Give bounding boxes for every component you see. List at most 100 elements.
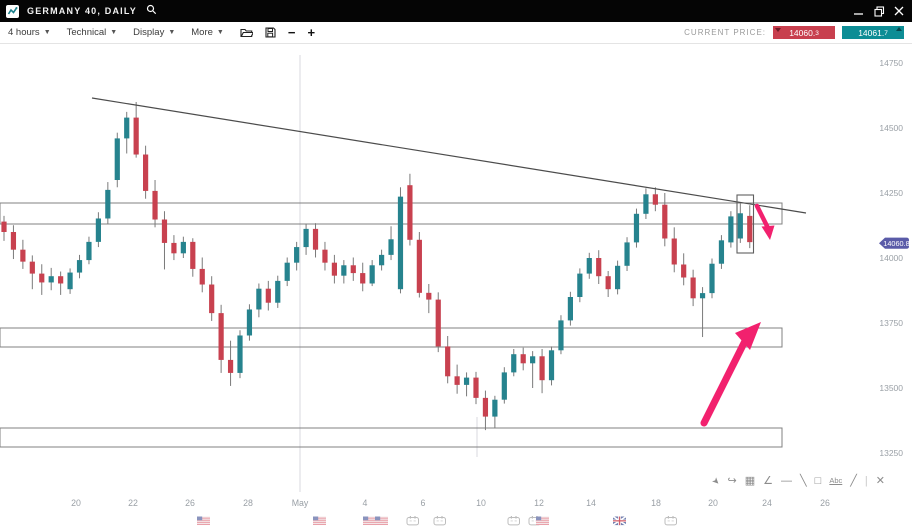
us-flag-icon[interactable] [363, 516, 376, 526]
price-axis[interactable]: 14750 14500 14250 14000 13750 13500 13250 [879, 58, 903, 458]
rectangle-icon[interactable]: □ [814, 474, 822, 487]
svg-text:14060.8: 14060.8 [883, 239, 909, 248]
candle [350, 265, 356, 274]
sell-arrow[interactable] [754, 203, 775, 240]
candle [29, 261, 35, 274]
candle [681, 264, 687, 278]
date-tick: 14 [586, 498, 596, 508]
trendline-icon[interactable]: ╲ [800, 474, 807, 487]
candle [379, 254, 385, 266]
zoom-out-button[interactable]: − [287, 25, 296, 40]
price-zone[interactable] [0, 202, 783, 225]
price-tick: 13500 [879, 383, 903, 393]
calendar-event-icon[interactable] [507, 516, 520, 526]
candle [699, 293, 706, 299]
us-flag-icon[interactable] [375, 516, 388, 526]
candle [615, 265, 621, 290]
buy-arrow[interactable] [700, 322, 761, 427]
timeframe-dropdown[interactable]: 4 hours ▼ [8, 27, 51, 38]
candle [303, 228, 309, 248]
candle [322, 249, 328, 263]
date-tick: 26 [820, 498, 830, 508]
candle [709, 263, 715, 294]
calendar-event-icon[interactable] [406, 516, 419, 526]
divider: | [864, 474, 868, 487]
date-tick: 12 [534, 498, 544, 508]
search-icon[interactable] [146, 2, 157, 20]
display-dropdown[interactable]: Display ▼ [133, 27, 176, 38]
price-chart[interactable]: 14750 14500 14250 14000 13750 13500 13250 14060… [0, 44, 912, 530]
close-button[interactable] [892, 4, 906, 18]
candle [577, 273, 583, 297]
candle [643, 194, 649, 214]
calendar-event-icon[interactable] [664, 516, 677, 526]
candle [435, 299, 441, 347]
candle [48, 276, 54, 283]
restore-button[interactable] [872, 4, 886, 18]
us-flag-icon[interactable] [197, 516, 210, 526]
price-tick: 13750 [879, 318, 903, 328]
candle [58, 276, 64, 284]
candle [199, 268, 205, 285]
candle [728, 216, 734, 243]
chevron-down-icon: ▼ [168, 29, 176, 36]
candle [539, 356, 545, 381]
save-icon[interactable] [265, 27, 276, 38]
uk-flag-icon[interactable] [612, 515, 627, 526]
angle-chart-icon[interactable]: ∠ [763, 474, 774, 487]
technical-dropdown[interactable]: Technical ▼ [66, 27, 118, 38]
price-zone[interactable] [0, 327, 783, 348]
sell-price-badge[interactable]: 14060. 3 [773, 26, 835, 39]
candle [360, 273, 366, 284]
close-icon[interactable]: ✕ [875, 474, 885, 487]
candle [463, 377, 470, 385]
more-dropdown[interactable]: More ▼ [191, 27, 224, 38]
us-flag-icon[interactable] [536, 516, 549, 526]
cursor-icon[interactable]: ➤ [709, 474, 723, 487]
us-flag-icon[interactable] [313, 516, 326, 526]
price-tick: 14000 [879, 253, 903, 263]
candle [133, 117, 139, 155]
open-folder-icon[interactable] [240, 27, 253, 38]
date-tick: 28 [243, 498, 253, 508]
trendline[interactable] [91, 97, 807, 214]
date-tick: 20 [708, 498, 718, 508]
candle [237, 335, 243, 373]
buy-price-badge[interactable]: 14061. 7 [842, 26, 904, 39]
minimize-button[interactable] [852, 4, 866, 18]
calendar-event-icon[interactable] [433, 516, 446, 526]
candle [426, 292, 432, 300]
candle [558, 320, 564, 351]
date-tick: May [292, 498, 309, 508]
candle [492, 399, 498, 417]
candle [341, 265, 347, 276]
highlight-box[interactable] [736, 194, 755, 254]
polyline-icon[interactable]: ↪ [727, 474, 737, 487]
drawing-toolbar: ➤ ↪ ▦ ∠ — ╲ □ Abc ╱ | ✕ [709, 473, 885, 489]
candle [20, 249, 26, 262]
candle [143, 154, 149, 191]
candle [596, 258, 602, 277]
chevron-down-icon: ▼ [216, 29, 224, 36]
date-axis[interactable]: 1420222628May4610121418202426 [0, 498, 830, 508]
candle [548, 350, 555, 381]
candle [501, 372, 507, 400]
candle [67, 272, 73, 290]
candle [275, 280, 281, 303]
price-tick: 14250 [879, 188, 903, 198]
zoom-in-button[interactable]: + [307, 25, 316, 40]
horizontal-line-icon[interactable]: — [781, 474, 793, 487]
date-tick: 20 [71, 498, 81, 508]
candle [180, 241, 186, 254]
candle [312, 228, 319, 250]
app-logo-icon [6, 4, 19, 18]
slash-icon[interactable]: ╱ [850, 474, 857, 487]
grid-icon[interactable]: ▦ [744, 474, 756, 487]
date-tick: 18 [651, 498, 661, 508]
text-icon[interactable]: Abc [829, 476, 843, 486]
event-icons [197, 515, 677, 526]
candle [445, 346, 451, 377]
price-zone[interactable] [0, 427, 783, 448]
candle [473, 377, 479, 398]
